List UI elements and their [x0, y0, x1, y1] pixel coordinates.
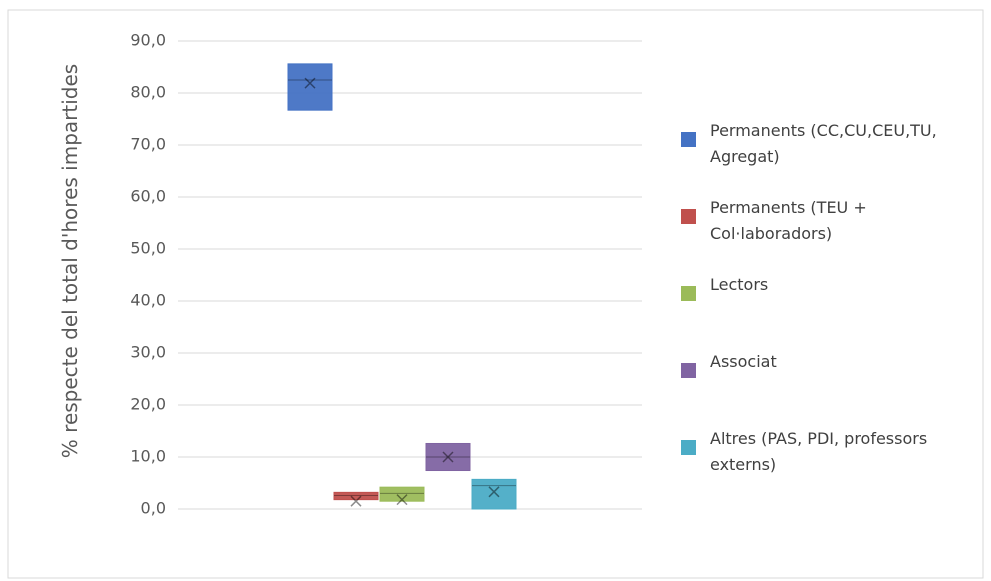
legend-entry: Permanents (CC,CU,CEU,TU, Agregat): [681, 118, 980, 170]
mean-marker: [304, 77, 316, 89]
mean-marker: [350, 495, 362, 507]
box: [379, 486, 425, 502]
legend-entry: Permanents (TEU + Col·laboradors): [681, 195, 980, 247]
y-axis-label: % respecte del total d'hores impartides: [58, 63, 82, 459]
mean-marker: [488, 486, 500, 498]
legend-label: Permanents (TEU + Col·laboradors): [710, 198, 867, 243]
legend-entry: Lectors: [681, 272, 980, 301]
legend-swatch: [681, 209, 696, 224]
legend-label: Altres (PAS, PDI, professors externs): [710, 429, 928, 474]
legend-entry: Altres (PAS, PDI, professors externs): [681, 426, 980, 478]
legend-label: Associat: [710, 352, 777, 371]
legend-label: Permanents (CC,CU,CEU,TU, Agregat): [710, 121, 937, 166]
legend-label: Lectors: [710, 275, 769, 294]
y-tick-label: 60,0: [130, 187, 166, 206]
legend-swatch: [681, 286, 696, 301]
y-tick-label: 40,0: [130, 291, 166, 310]
legend-swatch: [681, 440, 696, 455]
chart-border: [7, 9, 984, 579]
legend-entry: Associat: [681, 349, 980, 378]
y-tick-label: 30,0: [130, 343, 166, 362]
box: [333, 491, 379, 501]
y-tick-label: 80,0: [130, 83, 166, 102]
y-tick-label: 0,0: [141, 499, 166, 518]
y-tick-label: 50,0: [130, 239, 166, 258]
mean-marker: [442, 451, 454, 463]
box: [471, 478, 517, 510]
box: [287, 63, 333, 111]
mean-marker: [396, 494, 408, 506]
y-tick-label: 90,0: [130, 31, 166, 50]
legend-swatch: [681, 132, 696, 147]
y-tick-label: 70,0: [130, 135, 166, 154]
legend-swatch: [681, 363, 696, 378]
y-tick-label: 20,0: [130, 395, 166, 414]
y-tick-label: 10,0: [130, 447, 166, 466]
box: [425, 442, 471, 472]
